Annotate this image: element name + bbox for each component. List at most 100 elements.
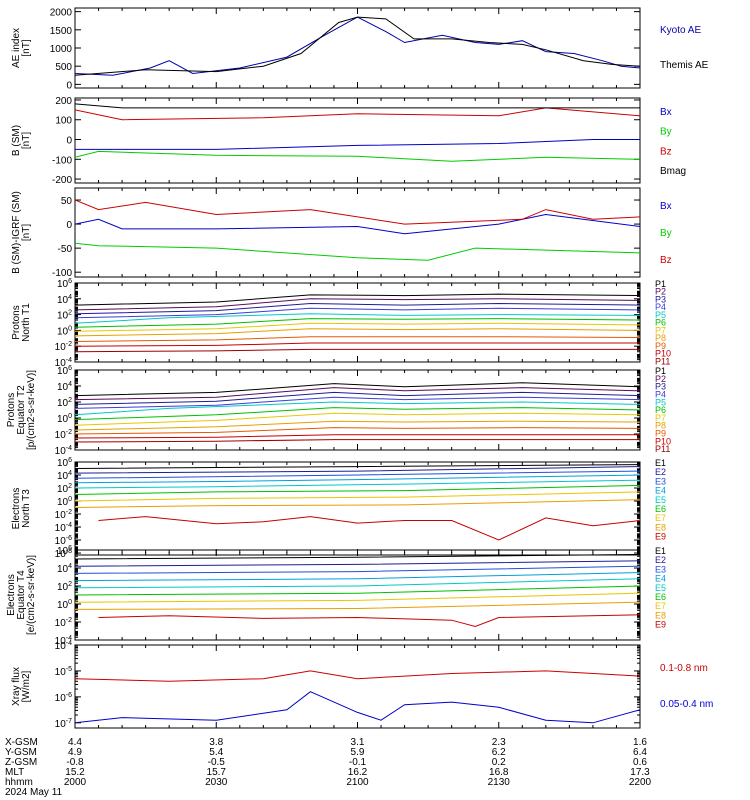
y-tick-label: -50 xyxy=(58,244,73,255)
y-tick-label: 100 xyxy=(57,325,72,337)
y-tick-label: 106 xyxy=(57,457,72,469)
series-line-p9 xyxy=(75,336,640,342)
series-line-p1 xyxy=(75,382,640,397)
series-line-p10 xyxy=(75,434,640,439)
legend-entry: E2 xyxy=(655,555,666,565)
series-line-bz xyxy=(75,199,640,225)
y-tick-label: -100 xyxy=(52,155,72,166)
legend-entry: E1 xyxy=(655,546,666,556)
legend-entry: E8 xyxy=(655,610,666,620)
y-axis-label: Electrons xyxy=(11,488,22,530)
legend-entry: P11 xyxy=(655,444,670,454)
series-line-bmag xyxy=(75,103,640,109)
legend-entry: P3 xyxy=(655,295,666,305)
series-line-p2 xyxy=(75,298,640,311)
series-line-0-05-0-4-nm xyxy=(75,691,640,724)
y-tick-label: 104 xyxy=(57,294,72,306)
y-tick-label: 10-2 xyxy=(55,509,72,521)
legend-entry: 0.05-0.4 nm xyxy=(660,699,713,710)
legend-entry: By xyxy=(660,228,672,239)
panel-bigrf: -100 -50 0 50 B (SM)-IGRF (SM) [nT] Bx By Bz xyxy=(11,187,672,279)
y-tick-label: 10-4 xyxy=(55,635,72,647)
y-axis-label: [nT] xyxy=(21,132,32,149)
series-line-e6 xyxy=(75,585,640,596)
y-tick-label: 104 xyxy=(57,381,72,393)
legend-entry: Themis AE xyxy=(660,60,709,71)
legend-entry: E3 xyxy=(655,564,666,574)
legend-entry: P9 xyxy=(655,341,666,351)
series-line-p2 xyxy=(75,387,640,401)
y-tick-label: 100 xyxy=(57,496,72,508)
legend-entry: Bx xyxy=(660,107,672,118)
y-axis-label: Xray flux xyxy=(11,667,22,706)
legend-entry: E6 xyxy=(655,504,666,514)
panel-electrons_eq: 10-4 10-2 100 102 104 106 Electrons Equator T4[… xyxy=(6,545,666,647)
series-line-p4 xyxy=(75,396,640,409)
y-axis-label: [p/(cm2-s-sr-keV)] xyxy=(26,370,37,450)
y-tick-label: 10-6 xyxy=(55,535,72,547)
series-line-e6 xyxy=(75,484,640,495)
y-tick-label: 104 xyxy=(57,470,72,482)
series-line-kyoto-ae xyxy=(75,16,640,76)
legend-entry: E9 xyxy=(655,620,666,630)
y-tick-label: 102 xyxy=(57,581,72,593)
y-axis-label: [nT] xyxy=(21,224,32,241)
legend-entry: E7 xyxy=(655,513,666,523)
series-line-by xyxy=(75,242,640,261)
y-tick-label: 102 xyxy=(57,310,72,322)
series-line-e9 xyxy=(98,614,640,628)
series-line-p6 xyxy=(75,318,640,328)
series-line-p8 xyxy=(75,328,640,337)
y-tick-label: 10-6 xyxy=(55,692,72,704)
legend-entry: E2 xyxy=(655,467,666,477)
series-line-p10 xyxy=(75,342,640,347)
series-line-bx xyxy=(75,213,640,235)
y-tick-label: 100 xyxy=(57,413,72,425)
y-axis-label: North T3 xyxy=(21,489,32,528)
y-axis-label: [nT] xyxy=(21,39,32,56)
series-line-p5 xyxy=(75,401,640,416)
series-line-p9 xyxy=(75,427,640,435)
legend-entry: Bz xyxy=(660,146,672,157)
legend-entry: P1 xyxy=(655,279,666,289)
legend-entry: P7 xyxy=(655,325,666,335)
y-tick-label: 106 xyxy=(57,545,72,557)
y-tick-label: 104 xyxy=(57,563,72,575)
series-line-p3 xyxy=(75,391,640,405)
series-line-e4 xyxy=(75,572,640,582)
y-tick-label: 200 xyxy=(55,96,72,107)
y-tick-label: 10-8 xyxy=(55,548,72,560)
panel-frame xyxy=(74,644,641,729)
legend-entry: E7 xyxy=(655,601,666,611)
panel-frame xyxy=(74,97,641,184)
series-line-p7 xyxy=(75,322,640,332)
series-line-bx xyxy=(75,139,640,150)
y-axis-label: [e/(cm2-s-sr-keV)] xyxy=(26,555,37,635)
legend-entry: E6 xyxy=(655,592,666,602)
series-line-p7 xyxy=(75,412,640,426)
legend-entry: E3 xyxy=(655,476,666,486)
series-line-e8 xyxy=(75,499,640,508)
y-tick-label: 10-4 xyxy=(55,522,72,534)
series-line-e2 xyxy=(75,466,640,474)
legend-entry: P6 xyxy=(655,405,666,415)
y-tick-label: 10-5 xyxy=(55,666,72,678)
y-tick-label: -100 xyxy=(52,268,72,279)
panel-xray: 10-7 10-6 10-5 10-4 Xray flux [W/m2] 0.1-0.8 n… xyxy=(11,640,713,730)
legend-entry: P8 xyxy=(655,421,666,431)
y-axis-label: AE index xyxy=(11,28,22,68)
legend-entry: E1 xyxy=(655,458,666,468)
series-line-p6 xyxy=(75,407,640,421)
series-line-e3 xyxy=(75,565,640,574)
y-axis-label: Electrons xyxy=(6,574,17,616)
y-tick-label: 0 xyxy=(66,80,72,91)
legend-entry: P10 xyxy=(655,436,671,446)
y-tick-label: 10-2 xyxy=(55,429,72,441)
legend-entry: Bz xyxy=(660,255,672,266)
legend-entry: E5 xyxy=(655,583,666,593)
series-line-e1 xyxy=(75,554,640,560)
legend-entry: E4 xyxy=(655,486,666,496)
series-line-p5 xyxy=(75,313,640,324)
